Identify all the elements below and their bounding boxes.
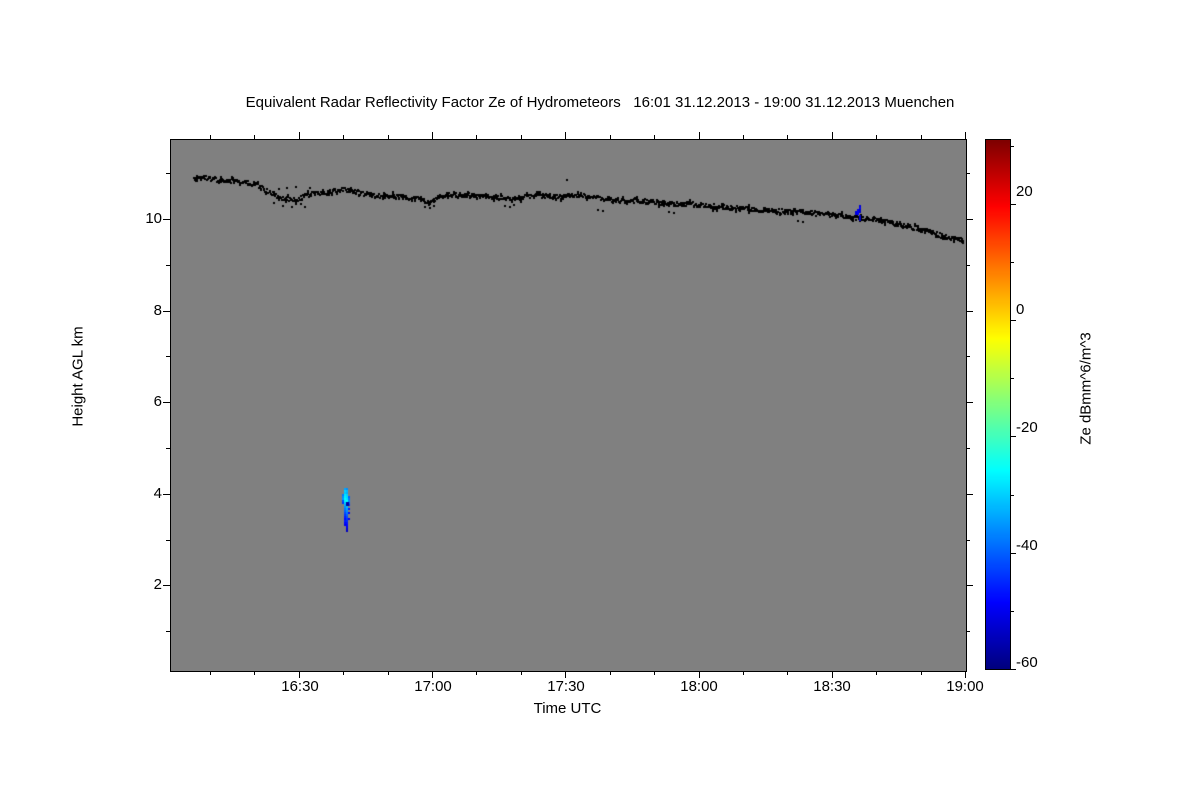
colorbar-minor-tick (1011, 262, 1014, 263)
x-tick-label-1900: 19:00 (946, 678, 984, 695)
x-minor-tick-top (921, 135, 922, 139)
x-major-tick-top (432, 132, 433, 139)
colorbar-major-tick (1011, 204, 1016, 205)
y-major-tick-right (966, 585, 973, 586)
plot-area (170, 139, 967, 672)
y-minor-tick-right (966, 540, 970, 541)
colorbar-major-tick (1011, 320, 1016, 321)
colorbar-minor-tick (1011, 146, 1014, 147)
x-major-tick (699, 671, 700, 678)
colorbar-tick-labels: 20 0 -20 -40 -60 (1016, 0, 1056, 800)
x-minor-tick (921, 671, 922, 675)
y-minor-tick (166, 540, 170, 541)
colorbar-title: Ze dBmm^6/m^3 (1077, 332, 1095, 445)
y-major-tick (163, 219, 170, 220)
chart-title: Equivalent Radar Reflectivity Factor Ze … (245, 94, 955, 111)
y-major-tick-right (966, 494, 973, 495)
x-major-tick (965, 671, 966, 678)
x-axis-tick-labels: 16:30 17:00 17:30 18:00 18:30 19:00 (0, 678, 1200, 702)
reflectivity-heatmap-canvas (171, 140, 966, 671)
x-major-tick (565, 671, 566, 678)
y-minor-tick (166, 631, 170, 632)
x-minor-tick-top (743, 135, 744, 139)
y-minor-tick-right (966, 448, 970, 449)
colorbar-minor-tick (1011, 495, 1014, 496)
y-axis-title: Height AGL km (69, 326, 87, 427)
y-major-tick (163, 585, 170, 586)
y-minor-tick (166, 356, 170, 357)
y-tick-label-6: 6 (153, 393, 162, 410)
colorbar-major-tick (1011, 669, 1016, 670)
colorbar-minor-tick (1011, 611, 1014, 612)
y-tick-label-8: 8 (153, 302, 162, 319)
x-minor-tick (476, 671, 477, 675)
colorbar-minor-tick (1011, 378, 1014, 379)
y-major-tick-right (966, 311, 973, 312)
x-major-tick (832, 671, 833, 678)
x-minor-tick (787, 671, 788, 675)
y-minor-tick-right (966, 631, 970, 632)
x-axis-title: Time UTC (533, 700, 602, 717)
y-tick-label-10: 10 (145, 210, 162, 227)
x-minor-tick (610, 671, 611, 675)
y-major-tick (163, 402, 170, 403)
colorbar-tick-label-m60: -60 (1016, 654, 1038, 671)
x-minor-tick (521, 671, 522, 675)
colorbar-tick-label-m40: -40 (1016, 537, 1038, 554)
x-minor-tick (876, 671, 877, 675)
x-minor-tick (254, 671, 255, 675)
x-tick-label-1630: 16:30 (281, 678, 319, 695)
y-minor-tick (166, 448, 170, 449)
y-minor-tick (166, 173, 170, 174)
y-axis-tick-labels: 10 8 6 4 2 (108, 0, 162, 800)
x-major-tick-top (832, 132, 833, 139)
x-minor-tick (388, 671, 389, 675)
x-tick-label-1800: 18:00 (680, 678, 718, 695)
x-tick-label-1830: 18:30 (813, 678, 851, 695)
x-tick-label-1730: 17:30 (547, 678, 585, 695)
x-minor-tick-top (476, 135, 477, 139)
colorbar-tick-label-m20: -20 (1016, 419, 1038, 436)
x-minor-tick (654, 671, 655, 675)
x-minor-tick-top (254, 135, 255, 139)
colorbar-major-tick (1011, 553, 1016, 554)
y-minor-tick-right (966, 173, 970, 174)
x-tick-label-1700: 17:00 (414, 678, 452, 695)
x-minor-tick-top (787, 135, 788, 139)
x-minor-tick-top (210, 135, 211, 139)
x-minor-tick-top (521, 135, 522, 139)
y-minor-tick (166, 265, 170, 266)
x-major-tick (299, 671, 300, 678)
colorbar-tick-label-20: 20 (1016, 183, 1033, 200)
colorbar-gradient (985, 139, 1011, 670)
y-minor-tick-right (966, 356, 970, 357)
x-minor-tick (210, 671, 211, 675)
x-minor-tick-top (343, 135, 344, 139)
x-minor-tick-top (876, 135, 877, 139)
x-minor-tick-top (388, 135, 389, 139)
x-major-tick-top (565, 132, 566, 139)
colorbar-ticks (1011, 139, 1019, 670)
x-major-tick-top (699, 132, 700, 139)
y-minor-tick-right (966, 265, 970, 266)
y-tick-label-2: 2 (153, 576, 162, 593)
y-major-tick (163, 311, 170, 312)
colorbar (985, 139, 1016, 670)
colorbar-tick-label-0: 0 (1016, 301, 1025, 318)
x-major-tick-top (299, 132, 300, 139)
x-minor-tick (743, 671, 744, 675)
y-major-tick (163, 494, 170, 495)
x-major-tick-top (965, 132, 966, 139)
y-major-tick-right (966, 219, 973, 220)
x-minor-tick-top (654, 135, 655, 139)
colorbar-major-tick (1011, 436, 1016, 437)
y-tick-label-4: 4 (153, 485, 162, 502)
y-major-tick-right (966, 402, 973, 403)
x-minor-tick (343, 671, 344, 675)
x-minor-tick-top (610, 135, 611, 139)
x-major-tick (432, 671, 433, 678)
